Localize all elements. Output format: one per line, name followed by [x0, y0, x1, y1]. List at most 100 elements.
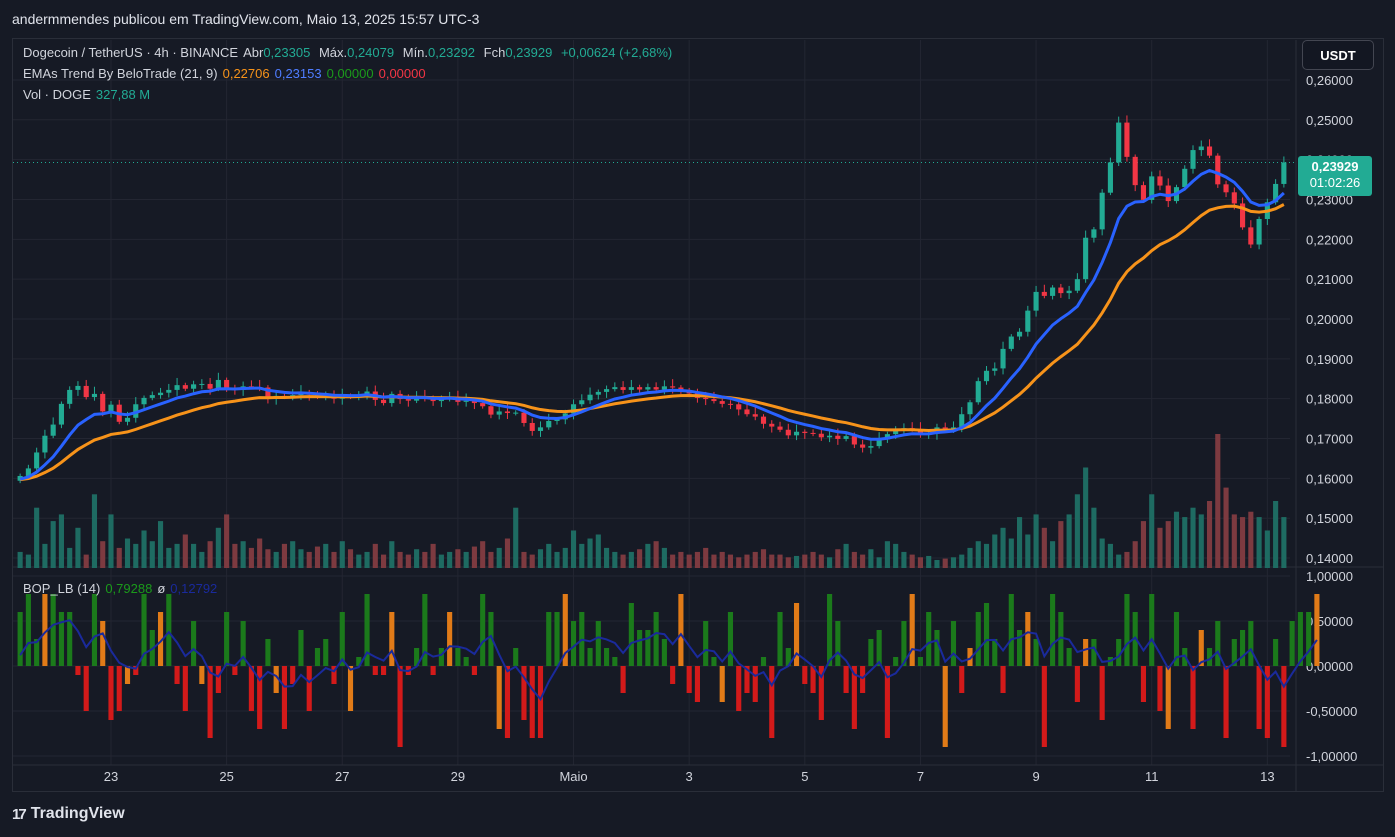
price-tick-label: 0,20000 [1306, 312, 1353, 327]
bop-bar [917, 657, 924, 666]
publish-header: andermmendes publicou em TradingView.com… [0, 0, 1395, 38]
bop-bar [884, 666, 890, 738]
volume-bar [670, 554, 676, 568]
bop-bar [331, 666, 337, 684]
bop-bar [769, 666, 775, 738]
candle-body [620, 387, 626, 390]
volume-bar [34, 507, 40, 568]
bop-bar [777, 612, 783, 666]
volume-name[interactable]: Vol · DOGE [23, 87, 91, 102]
volume-bar [306, 551, 312, 568]
candle-body [554, 419, 560, 421]
volume-bar [595, 534, 601, 568]
bop-bar [447, 612, 453, 666]
bop-bar [17, 612, 23, 666]
legend-close: 0,23929 [505, 45, 553, 60]
volume-bar [876, 557, 882, 568]
volume-bar [339, 541, 345, 568]
candle-body [1182, 168, 1188, 188]
bop-bar [455, 648, 461, 666]
candle-body [1140, 185, 1147, 200]
volume-bar [604, 547, 610, 568]
price-tick-label: 0,23000 [1306, 192, 1353, 207]
volume-bar [703, 547, 709, 568]
legend-symbol[interactable]: Dogecoin / TetherUS · 4h · BINANCE [23, 45, 239, 60]
bop-bar [785, 648, 791, 666]
bop-bar [1240, 630, 1246, 666]
bop-bar [1157, 666, 1163, 711]
candle-body [463, 400, 469, 402]
volume-bar [554, 551, 560, 568]
currency-unit-button[interactable]: USDT [1302, 40, 1374, 70]
bop-bar [306, 666, 312, 711]
volume-bar [67, 547, 73, 568]
bop-bar [521, 666, 527, 720]
bop-bar [389, 612, 395, 666]
candle-body [827, 435, 833, 438]
bop-bar [100, 621, 106, 666]
candle-body [579, 400, 585, 405]
time-tick-label: 5 [801, 769, 808, 784]
candle-body [199, 383, 205, 385]
volume-bar [1074, 494, 1080, 568]
volume-bar [950, 557, 957, 568]
candle-body [480, 403, 486, 407]
time-tick-label: 13 [1260, 769, 1274, 784]
volume-bar [777, 554, 783, 568]
candle-body [843, 436, 849, 439]
volume-bar [58, 514, 64, 568]
bop-bar [868, 639, 874, 666]
candle-body [992, 368, 998, 371]
volume-bar [331, 551, 337, 568]
candle-body [42, 435, 48, 453]
bop-bar [975, 612, 981, 666]
volume-bar [116, 547, 122, 568]
volume-bar [149, 541, 155, 568]
candle-body [876, 439, 882, 447]
volume-bar [612, 551, 618, 568]
bop-bar [950, 621, 957, 666]
volume-bar [50, 521, 56, 568]
volume-bar [1132, 541, 1138, 568]
bop-bar [248, 666, 254, 711]
candle-body [752, 414, 758, 417]
ema-name[interactable]: EMAs Trend By BeloTrade (21, 9) [23, 66, 218, 81]
volume-bar [1041, 527, 1047, 568]
candle-body [1215, 155, 1221, 185]
volume-bar [224, 514, 230, 568]
ema-9-line [19, 168, 1285, 481]
candle-body [727, 403, 734, 405]
volume-bar [769, 554, 775, 568]
bop-bar [562, 594, 568, 666]
bop-bar [157, 612, 164, 666]
candle-body [537, 427, 544, 431]
tradingview-brand[interactable]: 17 TradingView [12, 805, 125, 823]
candle-body [1000, 348, 1006, 369]
candle-body [628, 387, 634, 390]
candle-body [835, 435, 841, 439]
bop-bar [430, 666, 436, 675]
bop-bar [604, 648, 610, 666]
volume-bar [975, 541, 981, 568]
bop-tick-label: -1,00000 [1306, 749, 1357, 764]
bop-bar [480, 594, 486, 666]
bop-signal-line [19, 619, 1318, 701]
bop-bar [215, 666, 221, 693]
candle-body [1273, 183, 1279, 203]
candle-body [215, 379, 221, 389]
bop-bar [1041, 666, 1047, 747]
candle-body [504, 411, 511, 414]
bop-name[interactable]: BOP_LB (14) [23, 581, 101, 596]
bop-bar [116, 666, 122, 711]
candle-body [760, 416, 767, 424]
candle-body [265, 387, 271, 399]
volume-bar [488, 551, 494, 568]
volume-bar [752, 551, 758, 568]
volume-bar [232, 543, 238, 568]
legend-ema: EMAs Trend By BeloTrade (21, 9) 0,22706 0,… [23, 66, 431, 81]
bop-tick-label: 1,00000 [1306, 569, 1353, 584]
candle-body [744, 409, 750, 415]
bop-bar [199, 666, 205, 684]
volume-bar [430, 543, 436, 568]
